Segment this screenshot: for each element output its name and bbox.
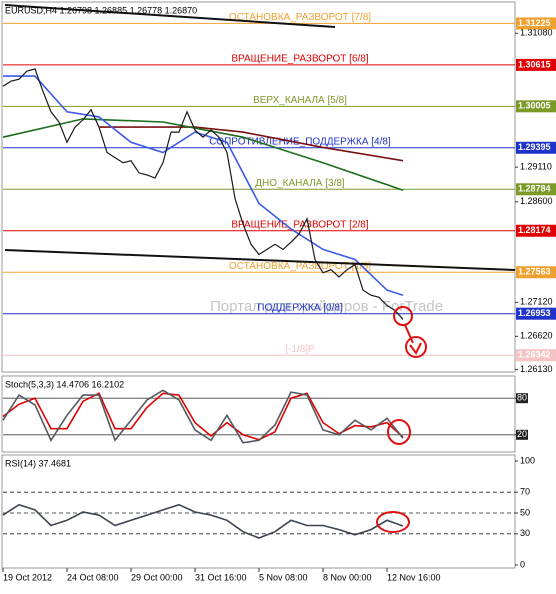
y-tick-label: 1.29110	[520, 162, 552, 172]
plot: Портал для трейдеров - ForTrade ОСТАНОВКА…	[2, 12, 515, 539]
trendline	[4, 249, 516, 271]
y-tick-label: 100	[520, 455, 535, 465]
level-label: ОСТАНОВКА_РАЗВОРОТ [1/8]	[229, 261, 371, 272]
level-label: СОПРОТИВЛЕНИЕ_ПОДДЕРЖКА [4/8]	[209, 136, 391, 147]
arrow	[404, 324, 414, 344]
level-label: ВРАЩЕНИЕ_РАЗВОРОТ [2/8]	[231, 219, 369, 230]
y-tick-label: 1.26620	[520, 331, 553, 341]
price-label: 1.29395	[518, 142, 551, 152]
y-tick-box	[516, 429, 528, 440]
price-box	[516, 17, 556, 30]
level-label: ВЕРХ_КАНАЛА [5/8]	[253, 95, 347, 106]
price-label: 1.28784	[518, 184, 551, 194]
level-label: ДНО_КАНАЛА [3/8]	[255, 178, 345, 189]
price-label: 1.27563	[518, 267, 551, 277]
price-label: 1.31225	[518, 18, 551, 28]
price-box	[516, 100, 556, 113]
x-tick-label: 24 Oct 08:00	[67, 572, 119, 582]
highlight-circle	[393, 306, 413, 326]
series-line	[99, 126, 404, 162]
price-label: 1.30615	[518, 59, 551, 69]
trendline	[4, 4, 336, 28]
highlight-circle	[387, 419, 411, 445]
price-label: 1.30005	[518, 101, 551, 111]
panel-title: Stoch(5,3,3) 14.4706 16.2102	[5, 379, 124, 389]
y-tick-label: 0	[520, 559, 525, 569]
series-line	[3, 75, 404, 296]
y-tick-label: 1.31080	[520, 28, 553, 38]
y-tick-label: 1.27120	[520, 297, 553, 307]
panel-title: EURUSD,H4 1.26798 1.26885 1.26778 1.2687…	[5, 5, 197, 15]
x-tick-label: 12 Nov 16:00	[387, 572, 441, 582]
price-box	[516, 307, 556, 320]
price-panel	[1, 1, 516, 373]
panel-plot	[2, 389, 515, 444]
price-box	[516, 183, 556, 196]
series-line	[2, 503, 404, 539]
level-label: ОСТАНОВКА_РАЗВОРОТ [7/8]	[229, 12, 371, 23]
series-line	[2, 118, 404, 191]
y-tick-label: 50	[520, 507, 530, 517]
y-tick-label: 1.26130	[520, 364, 553, 374]
y-tick-box	[516, 393, 528, 404]
series-line	[2, 392, 404, 441]
x-tick-label: 8 Nov 00:00	[323, 572, 372, 582]
price-label: 1.26953	[518, 308, 551, 318]
stoch-panel	[1, 375, 516, 453]
y-tick-label: 80	[517, 393, 527, 403]
price-label: 1.28174	[518, 225, 551, 235]
price-box	[516, 266, 556, 279]
price-box	[516, 224, 556, 237]
y-tick-label: 1.28600	[520, 196, 553, 206]
watermark: Портал для трейдеров - ForTrade	[210, 298, 443, 315]
y-tick-label: 30	[520, 528, 530, 538]
x-tick-label: 31 Oct 16:00	[195, 572, 247, 582]
price-box	[516, 58, 556, 71]
price-label: 1.26342	[518, 350, 551, 360]
panel-title: RSI(14) 37.4681	[5, 458, 71, 468]
highlight-circle	[405, 336, 427, 358]
y-tick-label: 20	[517, 429, 527, 439]
x-tick-label: 29 Oct 00:00	[131, 572, 183, 582]
level-label: [-1/8]P	[285, 344, 315, 355]
x-tick-label: 5 Nov 08:00	[259, 572, 308, 582]
y-tick-label: 70	[520, 487, 530, 497]
highlight-circle	[376, 511, 410, 533]
price-box	[516, 349, 556, 362]
arrow-head	[409, 342, 422, 355]
level-label: ВРАЩЕНИЕ_РАЗВОРОТ [6/8]	[231, 54, 369, 65]
panel-plot	[2, 491, 515, 539]
panel-plot: Портал для трейдеров - ForTrade ОСТАНОВКА…	[2, 12, 515, 356]
series-line	[2, 389, 404, 444]
price-box	[516, 141, 556, 154]
series-line	[2, 68, 404, 320]
annotations	[4, 4, 516, 533]
x-tick-label: 19 Oct 2012	[3, 572, 52, 582]
level-label: ПОДДЕРЖКА [0/8]	[257, 302, 343, 313]
